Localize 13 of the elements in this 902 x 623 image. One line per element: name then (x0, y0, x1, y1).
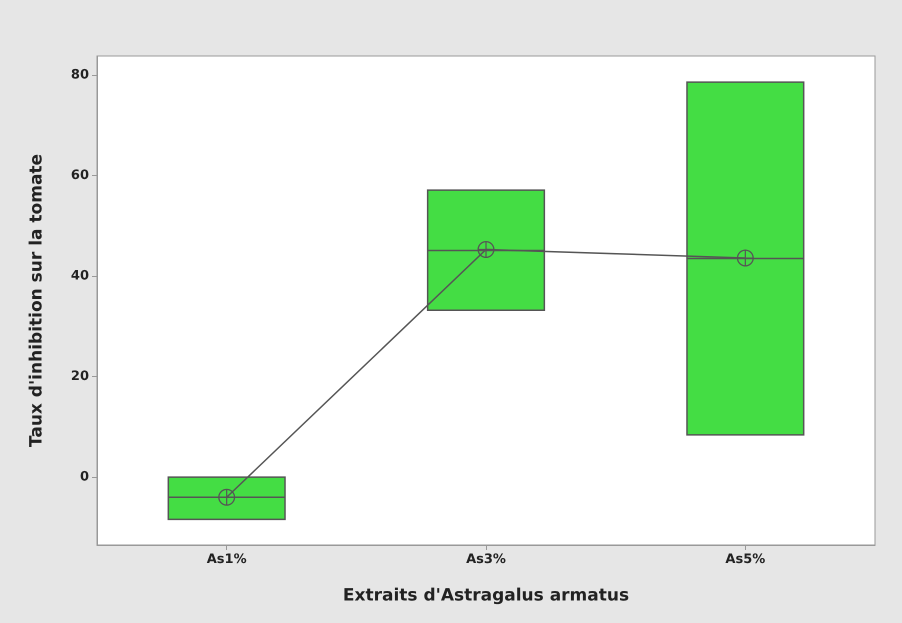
point (218, 488, 236, 506)
x-axis-title: Extraits d'Astragalus armatus (342, 586, 630, 606)
point (736, 250, 754, 267)
y-tick-label: 40 (70, 268, 89, 284)
x-tick-label: As5% (725, 552, 766, 567)
x-tick-label: As3% (466, 552, 506, 567)
point (478, 240, 494, 258)
y-tick-label: 60 (70, 168, 89, 184)
y-axis-title: Taux d'inhibition sur la tomate (26, 154, 46, 448)
y-tick-label: 20 (70, 369, 89, 384)
x-tick-label: As1% (206, 552, 247, 567)
y-tick-label: 80 (70, 68, 89, 83)
y-tick-label: 0 (80, 470, 89, 485)
